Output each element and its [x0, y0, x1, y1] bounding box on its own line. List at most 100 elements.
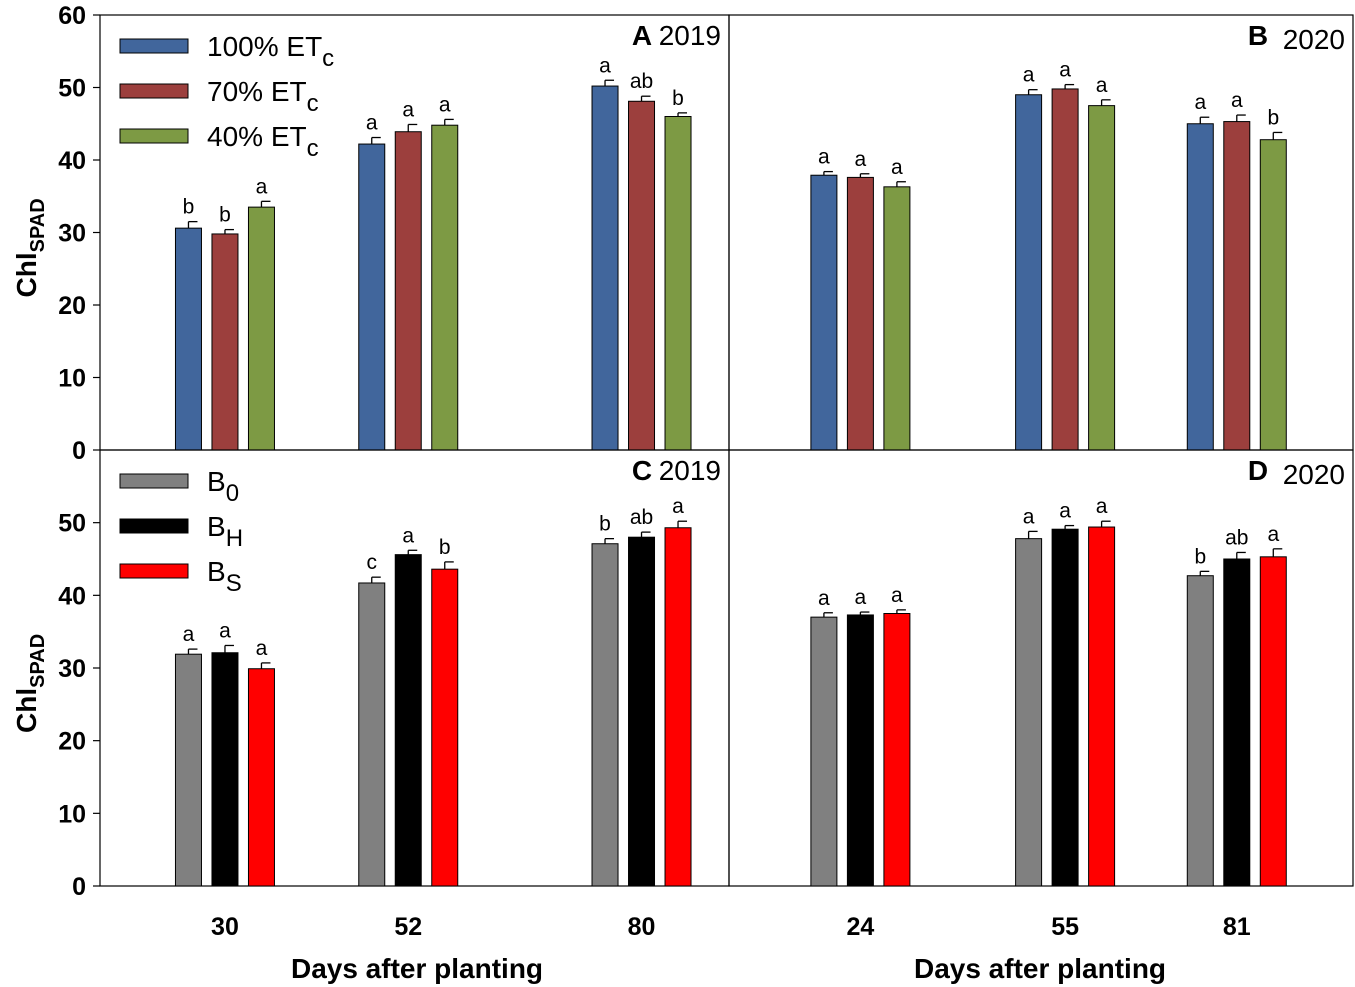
significance-letter-C-1-1: a [402, 524, 414, 547]
legend-label-C-1: BH [207, 511, 243, 552]
significance-letter-D-1-0: a [855, 586, 867, 609]
legend-label-A-0-main: 100% ET [207, 31, 322, 62]
y-tick-label-C-0: 0 [72, 873, 86, 901]
significance-letter-D-2-2: a [1267, 523, 1279, 546]
significance-letter-D-0-0: a [818, 587, 830, 610]
bar-D-2-2 [1259, 556, 1287, 887]
significance-letter-D-0-1: a [1023, 505, 1035, 528]
significance-letter-A-2-2: b [672, 87, 684, 110]
significance-letter-A-2-1: a [439, 93, 451, 116]
panel-label-B: B [1248, 20, 1268, 51]
y-axis-label-C-main: Chl [11, 688, 42, 733]
y-axis-label-C-sub: SPAD [27, 634, 49, 688]
y-axis-label-A-main: Chl [11, 252, 42, 297]
y-tick-label-A-20: 20 [58, 292, 86, 320]
significance-letter-A-2-0: a [256, 175, 268, 198]
y-axis-label-C: ChlSPAD [11, 634, 49, 733]
panel-label-A: A [632, 20, 652, 51]
bar-B-2-0 [883, 186, 911, 451]
significance-letter-D-2-0: a [891, 584, 903, 607]
significance-letter-D-1-2: ab [1225, 526, 1248, 549]
bar-B-2-1 [1088, 105, 1116, 451]
y-tick-label-C-20: 20 [58, 728, 86, 756]
legend-label-C-2-sub: S [226, 570, 242, 597]
bar-D-2-0 [883, 613, 911, 887]
bar-D-0-0 [810, 616, 838, 887]
bar-B-0-2 [1186, 123, 1214, 451]
y-tick-label-C-50: 50 [58, 510, 86, 538]
legend-label-A-1-sub: c [307, 90, 319, 117]
bar-B-1-0 [846, 176, 874, 451]
bar-A-1-2 [628, 100, 656, 451]
legend-label-C-1-main: B [207, 511, 226, 542]
panel-label-D: D [1248, 455, 1268, 486]
x-tick-label-D-81: 81 [1223, 913, 1251, 941]
x-axis-label-C: Days after planting [291, 953, 543, 984]
significance-letter-A-0-2: a [599, 54, 611, 77]
panel-year-C: 2019 [659, 455, 721, 486]
legend-label-C-2: BS [207, 556, 242, 597]
bar-A-0-1 [358, 143, 386, 451]
bar-B-1-1 [1051, 88, 1079, 451]
panel-year-A: 2019 [659, 20, 721, 51]
legend-label-A-0-sub: c [322, 45, 334, 72]
y-tick-label-A-0: 0 [72, 437, 86, 465]
legend-label-C-0-main: B [207, 466, 226, 497]
bar-A-2-0 [247, 206, 275, 451]
legend-label-C-1-sub: H [226, 525, 243, 552]
significance-letter-D-0-2: b [1194, 545, 1206, 568]
bar-A-1-0 [211, 233, 239, 451]
significance-letter-C-2-2: a [672, 495, 684, 518]
panel-label-C: C [632, 455, 652, 486]
significance-letter-A-0-0: b [183, 196, 195, 219]
legend-swatch-A-0 [119, 38, 189, 54]
bar-C-1-1 [394, 554, 422, 887]
significance-letter-A-0-1: a [366, 112, 378, 135]
bar-C-0-0 [174, 653, 202, 887]
significance-letter-D-2-1: a [1096, 495, 1108, 518]
legend-label-A-2-sub: c [307, 135, 319, 162]
bar-B-2-2 [1259, 139, 1287, 451]
significance-letter-B-0-1: a [1023, 64, 1035, 87]
legend-label-A-0: 100% ETc [207, 31, 334, 72]
y-tick-label-C-10: 10 [58, 800, 86, 828]
significance-letter-A-1-2: ab [630, 70, 653, 93]
y-tick-label-A-30: 30 [58, 220, 86, 248]
y-axis-label-A-sub: SPAD [27, 198, 49, 252]
y-tick-label-A-10: 10 [58, 365, 86, 393]
y-tick-label-A-40: 40 [58, 147, 86, 175]
bar-B-0-1 [1015, 94, 1043, 451]
significance-letter-C-0-0: a [183, 623, 195, 646]
significance-letter-C-1-2: ab [630, 506, 653, 529]
bar-A-2-1 [431, 124, 459, 451]
legend-swatch-A-1 [119, 83, 189, 99]
significance-letter-B-0-2: a [1194, 91, 1206, 114]
significance-letter-C-2-1: b [439, 536, 451, 559]
significance-letter-A-1-0: b [219, 204, 231, 227]
legend-label-C-0-sub: 0 [226, 480, 239, 507]
legend-swatch-C-0 [119, 473, 189, 489]
legend-swatch-C-1 [119, 518, 189, 534]
legend-label-A-2-main: 40% ET [207, 121, 307, 152]
bar-C-2-2 [664, 527, 692, 887]
bar-D-1-2 [1223, 558, 1251, 887]
significance-letter-B-0-0: a [818, 146, 830, 169]
bar-C-1-0 [211, 652, 239, 887]
bar-C-2-1 [431, 568, 459, 887]
y-tick-label-A-50: 50 [58, 75, 86, 103]
x-axis-label-D: Days after planting [914, 953, 1166, 984]
x-tick-label-D-55: 55 [1051, 913, 1079, 941]
legend-label-A-1: 70% ETc [207, 76, 319, 117]
bar-C-2-0 [247, 668, 275, 887]
bar-C-0-1 [358, 582, 386, 887]
significance-letter-C-1-0: a [219, 619, 231, 642]
bar-D-1-1 [1051, 528, 1079, 887]
significance-letter-B-2-0: a [891, 156, 903, 179]
bar-B-1-2 [1223, 121, 1251, 451]
significance-letter-C-0-2: b [599, 513, 611, 536]
bar-D-0-1 [1015, 538, 1043, 887]
panel-year-D: 2020 [1283, 459, 1345, 490]
legend-label-C-0: B0 [207, 466, 239, 507]
